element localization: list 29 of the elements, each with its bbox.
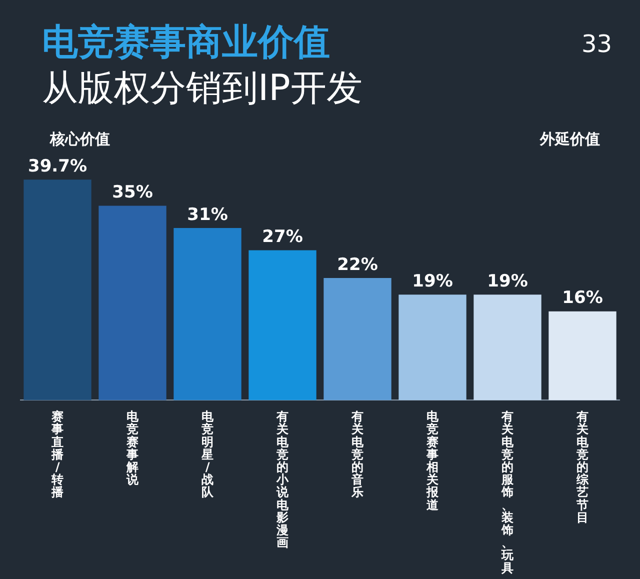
chart-title: 电竞赛事商业价值: [42, 21, 330, 65]
bar: [174, 228, 242, 400]
data-label: 19%: [412, 272, 453, 292]
bar: [248, 250, 316, 400]
chart-subtitle: 从版权分销到IP开发: [42, 67, 362, 111]
text: 33: [581, 30, 612, 58]
x-tick-label: 电竞明星/战队: [200, 410, 214, 500]
data-label: 19%: [487, 272, 528, 292]
text: 外延价值: [540, 130, 600, 149]
x-tick-label: 电竞赛事相关报道: [426, 410, 440, 512]
category-label: 有关电竞的综艺节目: [576, 410, 588, 524]
category-label: 有关电竞的服饰、装饰、玩具: [502, 410, 514, 575]
category-label: 有关电竞的小说电影漫画: [276, 410, 288, 550]
bar: [98, 206, 166, 400]
data-label: 39.7%: [28, 156, 87, 177]
x-tick-label: 有关电竞的音乐: [350, 410, 364, 500]
bar: [548, 311, 616, 400]
x-tick-label: 电竞赛事解说: [126, 410, 140, 487]
bar: [398, 294, 466, 400]
bar: [474, 294, 542, 400]
data-label: 22%: [337, 254, 378, 275]
text: 核心价值: [50, 130, 110, 149]
data-label: 27%: [262, 227, 303, 248]
data-label: 35%: [112, 182, 153, 203]
data-label: 31%: [187, 204, 228, 225]
x-tick-label: 赛事直播/转播: [50, 410, 64, 500]
bar: [24, 180, 92, 400]
data-label: 16%: [562, 288, 603, 308]
bar: [324, 278, 392, 400]
